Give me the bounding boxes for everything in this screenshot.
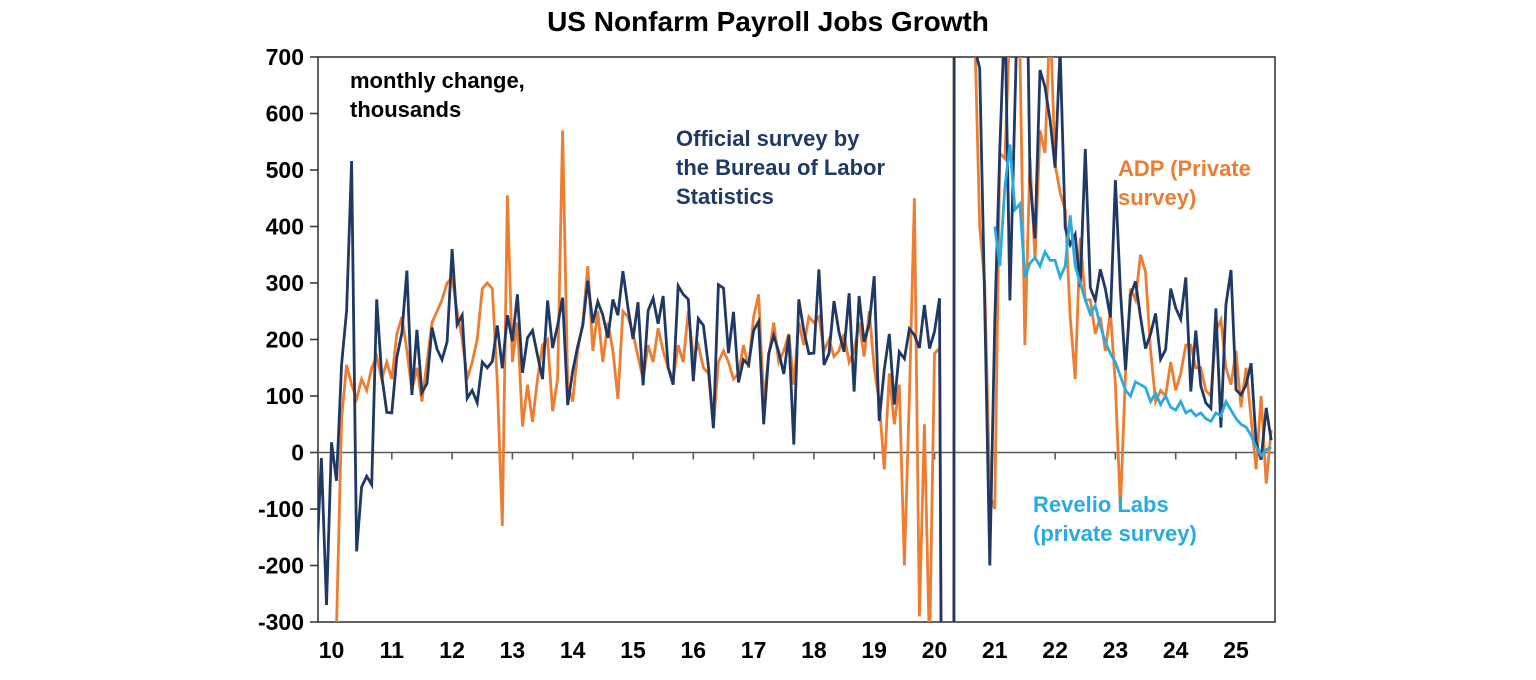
y-tick-label: -100	[258, 496, 304, 522]
y-tick-label: 400	[266, 214, 304, 240]
series-line-revelio	[993, 144, 1272, 458]
x-tick-label: 22	[1042, 637, 1068, 663]
chart-title: US Nonfarm Payroll Jobs Growth	[547, 6, 989, 37]
x-tick-label: 15	[620, 637, 646, 663]
x-tick-label: 18	[801, 637, 827, 663]
y-tick-label: 0	[291, 440, 304, 466]
x-tick-label: 14	[560, 637, 586, 663]
y-tick-label: -300	[258, 609, 304, 635]
x-tick-label: 13	[500, 637, 526, 663]
x-tick-label: 16	[681, 637, 707, 663]
x-tick-label: 23	[1103, 637, 1129, 663]
y-tick-label: 600	[266, 101, 304, 127]
series-line-bls	[318, 57, 1273, 622]
y-tick-label: 200	[266, 327, 304, 353]
y-tick-label: 500	[266, 157, 304, 183]
bls-series-label: Official survey by the Bureau of Labor S…	[676, 126, 886, 209]
revelio-series-label: Revelio Labs (private survey)	[1033, 492, 1197, 546]
x-tick-label: 21	[982, 637, 1008, 663]
y-tick-label: 300	[266, 270, 304, 296]
x-tick-label: 24	[1163, 637, 1189, 663]
adp-series-label: ADP (Private survey)	[1118, 156, 1251, 210]
x-tick-label: 19	[861, 637, 887, 663]
x-tick-label: 17	[741, 637, 767, 663]
y-tick-label: 100	[266, 383, 304, 409]
y-tick-label: -200	[258, 553, 304, 579]
x-tick-label: 12	[439, 637, 465, 663]
x-tick-label: 25	[1223, 637, 1249, 663]
units-annotation: monthly change, thousands	[350, 68, 525, 122]
x-tick-label: 11	[380, 637, 405, 663]
x-tick-label: 20	[922, 637, 948, 663]
series-line-adp	[335, 57, 1273, 622]
y-tick-label: 700	[266, 44, 304, 70]
x-tick-label: 10	[319, 637, 345, 663]
